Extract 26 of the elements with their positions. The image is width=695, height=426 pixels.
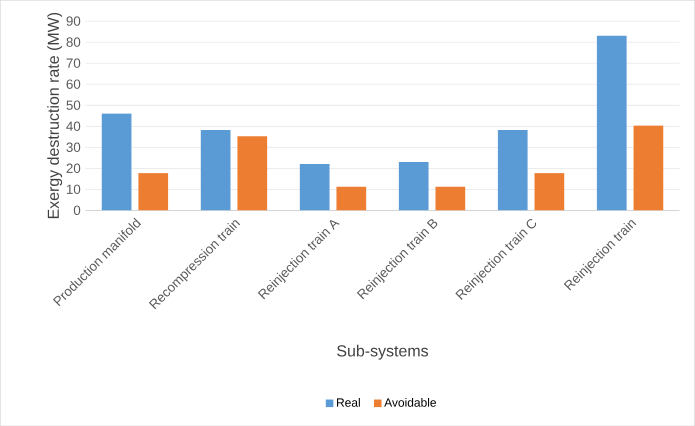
y-tick-label: 20 xyxy=(66,163,80,173)
y-tick-label: 30 xyxy=(66,142,80,152)
bar xyxy=(237,136,268,210)
bar xyxy=(300,164,330,210)
x-axis-title: Sub-systems xyxy=(337,344,428,360)
y-tick-label: 0 xyxy=(74,205,80,215)
y-tick-label: 70 xyxy=(66,58,80,68)
bar xyxy=(102,113,132,210)
legend-label: Avoidable xyxy=(384,398,436,407)
bar xyxy=(534,172,564,210)
y-tick-label: 60 xyxy=(66,79,80,89)
y-tick-label: 10 xyxy=(66,184,80,194)
bar xyxy=(634,125,664,210)
y-tick-label: 50 xyxy=(66,100,80,110)
bar xyxy=(138,172,168,210)
bar xyxy=(336,186,366,210)
y-tick-label: 40 xyxy=(66,121,80,131)
bar xyxy=(498,130,528,210)
bar xyxy=(596,36,627,210)
bar xyxy=(200,130,230,210)
y-axis-title: Exergy destruction rate (MW) xyxy=(47,12,62,218)
legend-label: Real xyxy=(337,398,360,407)
bar xyxy=(398,162,429,210)
bar xyxy=(435,186,466,210)
y-tick-label: 80 xyxy=(66,37,80,47)
y-tick-label: 90 xyxy=(66,16,80,26)
